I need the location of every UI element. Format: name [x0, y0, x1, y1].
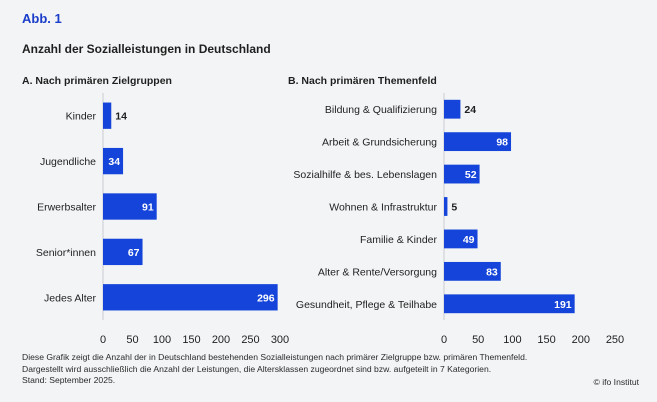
panel-b-tick-label: 100	[503, 334, 521, 346]
panel-a-title: A. Nach primären Zielgruppen	[22, 75, 172, 87]
panel-b-value-label: 83	[486, 266, 498, 278]
copyright-notice: © ifo Institut	[593, 377, 640, 387]
panel-a-bar	[103, 284, 278, 311]
panel-a-category-label: Kinder	[66, 111, 97, 123]
chart-main-title: Anzahl der Sozialleistungen in Deutschla…	[22, 42, 271, 56]
panel-b-value-label: 52	[465, 169, 477, 181]
panel-b-tick-label: 50	[472, 334, 484, 346]
footnote-line-3: Stand: September 2025.	[22, 375, 116, 385]
panel-b-tick-label: 0	[441, 334, 447, 346]
panel-b-category-label: Familie & Kinder	[360, 234, 438, 246]
panel-b-category-label: Gesundheit, Pflege & Teilhabe	[296, 299, 437, 311]
footnote-line-1: Diese Grafik zeigt die Anzahl der in Deu…	[22, 352, 528, 362]
panel-b-value-label: 191	[554, 299, 572, 311]
panel-a-tick-label: 200	[212, 334, 230, 346]
panel-a-tick-label: 100	[153, 334, 171, 346]
panel-b-tick-label: 250	[606, 334, 624, 346]
panel-b-value-label: 49	[463, 234, 475, 246]
panel-a-value-label: 14	[115, 111, 127, 123]
panel-b-value-label: 5	[451, 202, 457, 214]
panel-b-bar	[444, 229, 478, 249]
panel-a-bar	[103, 193, 157, 220]
panel-a-category-label: Jedes Alter	[44, 292, 96, 304]
panel-a-value-label: 296	[257, 292, 275, 304]
panel-b-value-label: 98	[496, 137, 508, 149]
panel-a-bar	[103, 238, 143, 266]
panel-a-value-label: 67	[128, 247, 140, 259]
panel-b-bar	[444, 294, 575, 314]
panel-a-category-label: Jugendliche	[40, 156, 96, 168]
panel-b-category-label: Sozialhilfe & bes. Lebenslagen	[293, 169, 437, 181]
panel-a-category-label: Erwerbsalter	[37, 202, 96, 214]
panel-b-category-label: Wohnen & Infrastruktur	[329, 202, 437, 214]
panel-b-value-label: 24	[464, 104, 476, 116]
panel-b-tick-label: 200	[572, 334, 590, 346]
panel-b-category-label: Alter & Rente/Versorgung	[318, 266, 437, 278]
panel-a-tick-label: 150	[182, 334, 200, 346]
panel-b-title: B. Nach primären Themenfeld	[288, 75, 437, 87]
panel-a-bar	[103, 102, 112, 129]
panel-b-tick-label: 150	[537, 334, 555, 346]
panel-b-bar	[444, 132, 512, 152]
panel-b-category-label: Arbeit & Grundsicherung	[322, 137, 437, 149]
figure-label: Abb. 1	[22, 11, 62, 26]
panel-b-category-label: Bildung & Qualifizierung	[325, 104, 437, 116]
panel-a-tick-label: 0	[100, 334, 106, 346]
panel-b-bar	[444, 261, 501, 281]
footnote: Diese Grafik zeigt die Anzahl der in Deu…	[22, 352, 632, 387]
panel-a-value-label: 91	[142, 202, 154, 214]
panel-a-value-label: 34	[108, 156, 120, 168]
panel-a-tick-label: 50	[126, 334, 138, 346]
panel-b-bar	[444, 99, 461, 119]
panel-b-bar	[444, 197, 448, 216]
panel-a-tick-label: 300	[271, 334, 289, 346]
panel-a-tick-label: 250	[241, 334, 259, 346]
panel-a-bar	[103, 147, 124, 175]
panel-b-bar	[444, 164, 480, 184]
footnote-line-2: Dargestellt wird ausschließlich die Anza…	[22, 363, 492, 374]
panel-a-category-label: Senior*innen	[36, 247, 96, 259]
